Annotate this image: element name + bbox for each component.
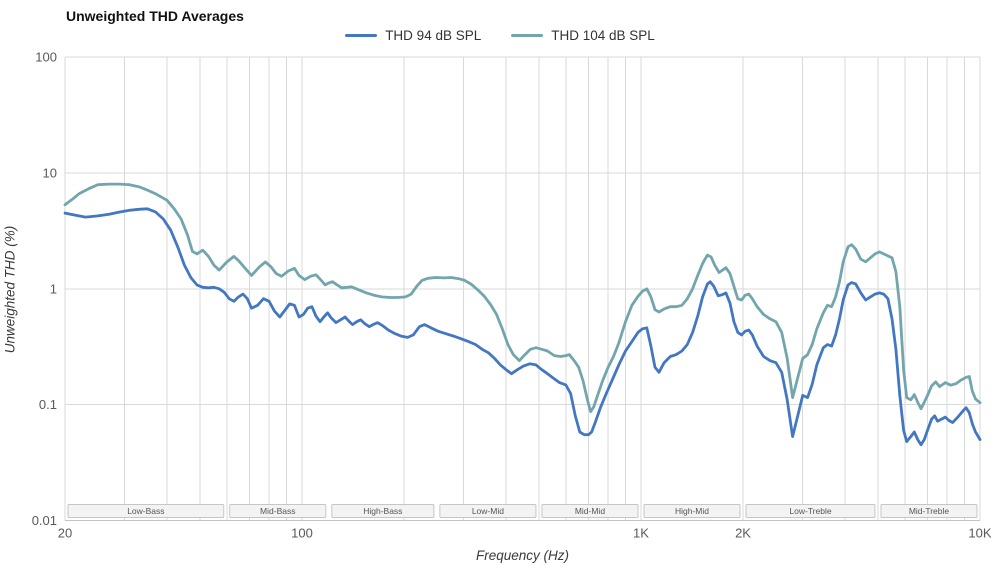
band-box-low-mid bbox=[439, 504, 537, 518]
band-label-high-mid: High-Mid bbox=[675, 506, 709, 516]
band-label-mid-treble: Mid-Treble bbox=[909, 506, 950, 516]
x-tick-label: 20 bbox=[58, 526, 72, 541]
x-tick-label: 2K bbox=[735, 526, 751, 541]
series-line-thd-94-db-spl bbox=[63, 207, 982, 447]
legend-item-thd-104[interactable]: THD 104 dB SPL bbox=[511, 28, 655, 43]
legend-swatch-thd-104 bbox=[511, 34, 544, 37]
x-tick-label: 10K bbox=[968, 526, 991, 541]
legend-item-thd-94[interactable]: THD 94 dB SPL bbox=[345, 28, 481, 43]
series-line-thd-104-db-spl bbox=[63, 182, 982, 413]
x-tick-label: 1K bbox=[633, 526, 649, 541]
x-axis-title: Frequency (Hz) bbox=[475, 548, 570, 563]
band-label-low-treble: Low-Treble bbox=[789, 506, 831, 516]
band-box-mid-bass bbox=[229, 504, 327, 518]
chart-legend: THD 94 dB SPL THD 104 dB SPL bbox=[0, 28, 1000, 43]
band-label-low-bass: Low-Bass bbox=[127, 506, 164, 516]
y-tick-label: 100 bbox=[35, 50, 57, 65]
y-tick-label: 0.1 bbox=[39, 397, 57, 412]
band-box-low-bass bbox=[67, 504, 225, 518]
band-label-mid-mid: Mid-Mid bbox=[575, 506, 605, 516]
band-box-high-bass bbox=[331, 504, 435, 518]
legend-swatch-thd-94 bbox=[345, 34, 378, 37]
x-tick-label: 100 bbox=[291, 526, 313, 541]
chart-title: Unweighted THD Averages bbox=[66, 8, 244, 24]
band-box-low-treble bbox=[745, 504, 876, 518]
y-tick-label: 10 bbox=[43, 165, 57, 180]
legend-label-thd-104: THD 104 dB SPL bbox=[551, 28, 655, 43]
band-label-high-bass: High-Bass bbox=[363, 506, 402, 516]
y-tick-label: 0.01 bbox=[32, 513, 57, 528]
y-tick-label: 1 bbox=[50, 281, 57, 296]
legend-label-thd-94: THD 94 dB SPL bbox=[385, 28, 482, 43]
band-label-mid-bass: Mid-Bass bbox=[260, 506, 295, 516]
y-axis-title: Unweighted THD (%) bbox=[2, 225, 18, 354]
band-box-high-mid bbox=[643, 504, 741, 518]
band-label-low-mid: Low-Mid bbox=[472, 506, 504, 516]
band-box-mid-mid bbox=[541, 504, 639, 518]
band-box-mid-treble bbox=[880, 504, 978, 518]
